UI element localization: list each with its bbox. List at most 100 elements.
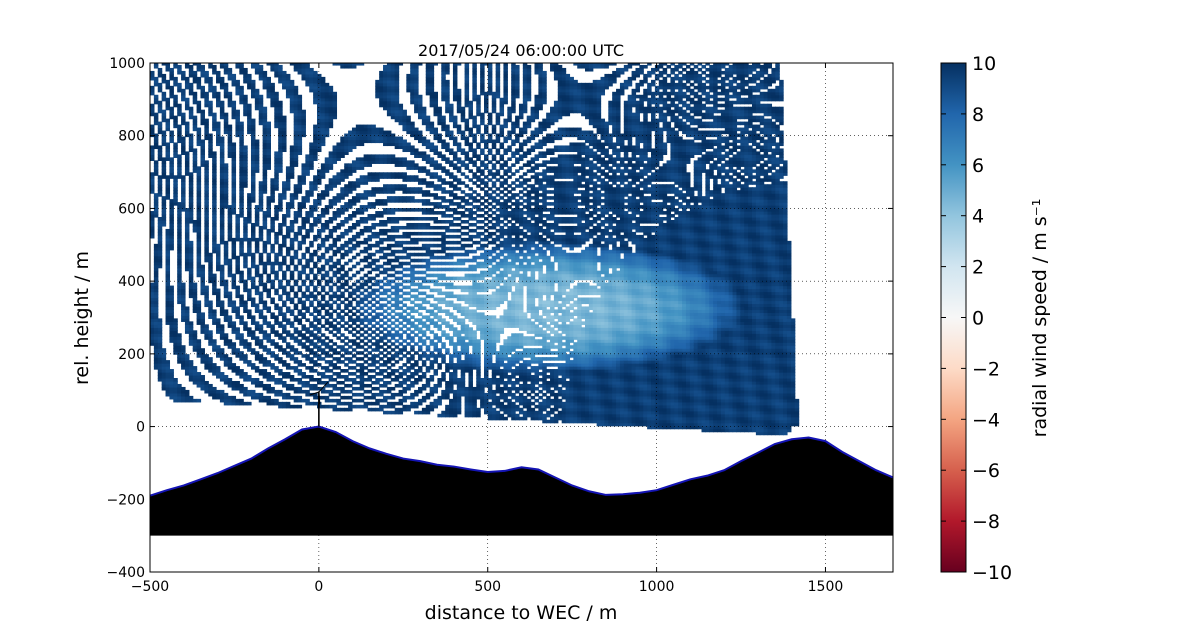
scan-cell (188, 246, 194, 251)
scan-cell (394, 196, 400, 200)
scan-cell (153, 324, 159, 328)
scan-cell (165, 392, 171, 397)
scan-cell (219, 148, 225, 153)
scan-cell (200, 67, 205, 72)
scan-cell (219, 169, 225, 173)
scan-cell (293, 318, 299, 322)
scan-cell (200, 383, 205, 388)
scan-cell (320, 357, 326, 361)
scan-cell (184, 395, 190, 400)
scan-cell (266, 258, 271, 263)
scan-cell (153, 139, 159, 144)
scan-cell (410, 252, 415, 257)
scan-cell (258, 106, 264, 111)
scan-cell (204, 243, 209, 248)
scan-cell (219, 330, 225, 334)
scan-cell (386, 395, 392, 400)
scan-cell (348, 360, 353, 364)
scan-cell (243, 112, 248, 117)
scan-cell (441, 330, 446, 334)
scan-cell (223, 309, 229, 314)
scan-cell (336, 63, 341, 66)
scan-cell (173, 202, 178, 206)
scan-cell (216, 139, 221, 144)
scan-cell (227, 130, 233, 135)
scan-cell (336, 225, 341, 230)
scan-cell (293, 398, 299, 403)
scan-cell (452, 315, 458, 319)
scan-cell (216, 372, 221, 376)
scan-cell (177, 243, 182, 248)
scan-cell (227, 208, 233, 212)
scan-cell (250, 315, 256, 319)
scan-cell (285, 363, 291, 367)
scan-cell (359, 404, 365, 409)
scan-cell (196, 184, 202, 188)
scan-cell (332, 94, 338, 99)
scan-cell (157, 124, 163, 129)
scan-cell (301, 109, 306, 114)
scan-cell (169, 330, 174, 334)
scan-cell (231, 148, 237, 153)
scan-cell (417, 94, 423, 99)
scan-cell (441, 297, 446, 302)
scan-cell (169, 157, 174, 161)
scan-cell (169, 240, 174, 245)
scan-cell (371, 190, 376, 194)
scan-cell (332, 273, 338, 278)
scan-cell (177, 264, 182, 269)
scan-cell (383, 219, 388, 224)
scan-cell (328, 255, 334, 260)
scan-cell (293, 88, 299, 93)
scan-cell (153, 285, 159, 290)
scan-cell (247, 246, 252, 251)
scan-cell (285, 333, 291, 337)
scan-cell (406, 318, 411, 322)
scan-cell (285, 228, 291, 233)
scan-cell (332, 249, 338, 254)
scan-cell (371, 157, 376, 161)
scan-cell (227, 70, 233, 75)
scan-cell (188, 208, 194, 212)
scan-cell (355, 300, 361, 305)
scan-cell (402, 225, 407, 230)
scan-cell (452, 294, 458, 299)
scan-cell (192, 285, 198, 290)
scan-cell (266, 375, 271, 379)
scan-cell (243, 252, 248, 257)
scan-cell (437, 267, 442, 272)
scan-cell (324, 88, 330, 93)
scan-cell (297, 145, 303, 150)
scan-cell (363, 360, 369, 364)
scan-cell (239, 333, 244, 337)
scan-cell (297, 63, 303, 66)
scan-cell (340, 196, 345, 200)
scan-cell (153, 243, 159, 248)
scan-cell (247, 196, 252, 200)
scan-cell (188, 91, 194, 96)
scan-cell (157, 225, 163, 230)
scan-cell (200, 357, 205, 361)
scan-cell (379, 330, 384, 334)
scan-cell (150, 124, 155, 129)
scan-cell (282, 258, 287, 263)
scan-cell (293, 145, 299, 150)
scan-cell (355, 243, 361, 248)
scan-cell (150, 148, 155, 153)
scan-cell (231, 163, 237, 167)
scan-cell (332, 351, 338, 355)
scan-cell (383, 309, 388, 314)
scan-cell (235, 270, 240, 275)
scan-cell (285, 208, 291, 212)
scan-cell (363, 249, 369, 254)
scan-cell (231, 351, 237, 355)
scan-cell (188, 175, 194, 179)
scan-cell (227, 395, 233, 400)
scan-cell (452, 389, 458, 394)
scan-cell (204, 228, 209, 233)
scan-cell (305, 63, 310, 66)
scan-cell (200, 330, 205, 334)
scan-cell (216, 100, 221, 105)
scan-cell (184, 97, 190, 102)
scan-cell (414, 342, 419, 346)
